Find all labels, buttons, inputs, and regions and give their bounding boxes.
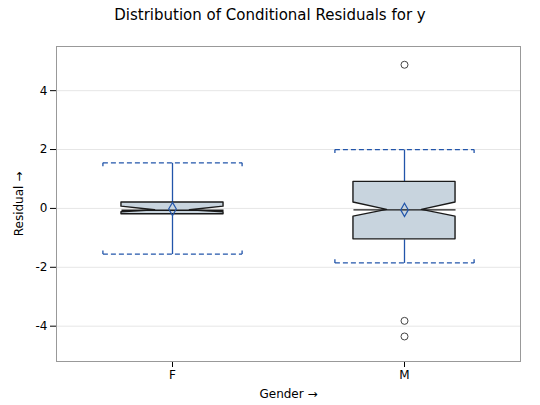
svg-text:Residual →: Residual →	[12, 172, 26, 237]
html-text:Distribution of Conditional Re: Distribution of Conditional Residuals fo…	[114, 6, 426, 24]
svg-text:2: 2	[40, 142, 48, 156]
svg-text:0: 0	[40, 201, 48, 215]
svg-text:F: F	[169, 368, 176, 382]
svg-text:-2: -2	[36, 260, 48, 274]
svg-text:Gender →: Gender →	[259, 387, 317, 401]
svg-text:4: 4	[40, 83, 48, 97]
svg-text:-4: -4	[36, 319, 48, 333]
svg-text:M: M	[399, 368, 409, 382]
